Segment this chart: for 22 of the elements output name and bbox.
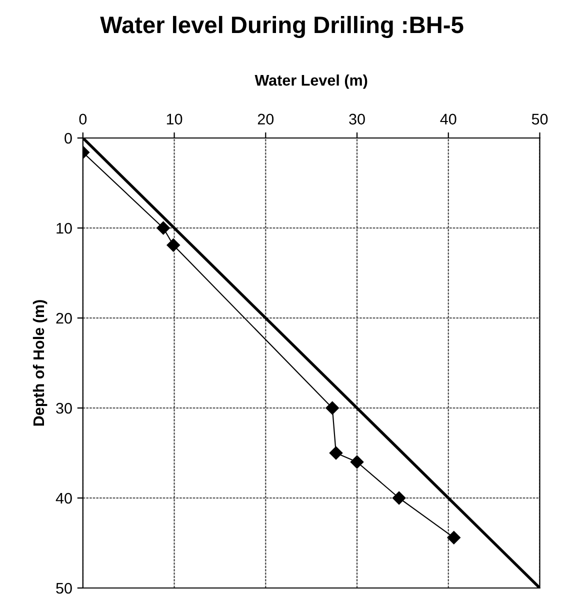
y-tick-label: 30 [56,402,72,414]
x-tick-label: 0 [79,114,87,125]
x-axis-title: Water Level (m) [254,74,368,89]
y-tick-label: 20 [56,312,72,324]
x-tick-label: 10 [166,114,182,125]
point [350,455,364,469]
chart-title: Water level During Drilling :BH-5 [100,16,464,38]
y-tick-label: 10 [56,222,72,234]
x-tick-label: 20 [258,114,274,125]
y-tick-label: 0 [64,132,72,144]
point [392,491,406,505]
point [166,238,180,252]
point [156,221,170,235]
x-tick-label: 50 [532,114,548,125]
point [326,401,339,415]
y-tick-label: 50 [56,582,72,594]
x-tick-label: 30 [349,114,365,125]
x-tick-label: 40 [440,114,456,125]
point [329,446,343,460]
y-tick-label: 40 [56,492,72,504]
y-axis-title: Depth of Hole (m) [32,300,48,426]
point [447,531,460,544]
